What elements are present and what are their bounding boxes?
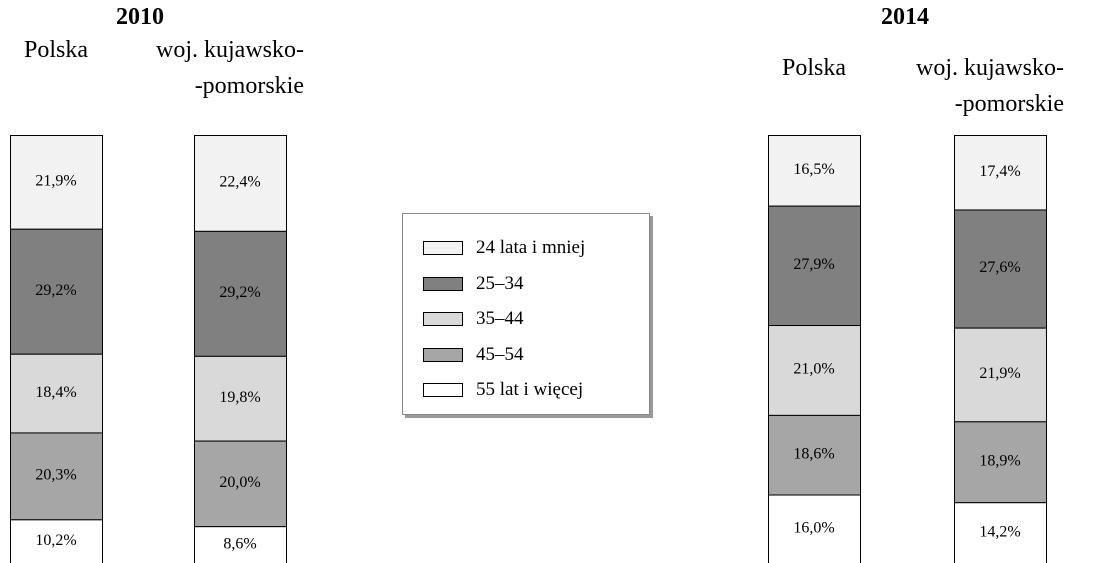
value-label: 29,2%: [35, 282, 76, 299]
bar-segment: [954, 502, 1047, 563]
bar-segment: [10, 432, 103, 521]
value-label: 16,5%: [793, 161, 834, 178]
value-label: 27,6%: [979, 259, 1020, 276]
value-label: 21,0%: [793, 361, 834, 378]
bar-segment: [768, 494, 861, 563]
category-label: Polska: [781, 55, 847, 81]
legend-label: 24 lata i mniej: [476, 237, 586, 258]
bar-segment: [194, 230, 287, 357]
value-label: 16,0%: [793, 519, 834, 536]
value-label: 18,9%: [979, 452, 1020, 469]
bar-segment: [768, 325, 861, 416]
bar-segment: [10, 353, 103, 434]
bar-segment: [194, 135, 287, 232]
value-label: 14,2%: [979, 523, 1020, 540]
value-label: 27,9%: [793, 256, 834, 273]
category-label: Polska: [23, 37, 89, 63]
legend-swatch: [423, 276, 463, 291]
legend-label: 35–44: [476, 308, 524, 329]
bar-segment: [10, 135, 103, 230]
value-label: 10,2%: [35, 532, 76, 549]
legend-label: 55 lat i więcej: [476, 379, 584, 400]
category-label: woj. kujawsko- -pomorskie: [156, 37, 304, 99]
value-label: 21,9%: [979, 365, 1020, 382]
value-label: 17,4%: [979, 163, 1020, 180]
value-label: 22,4%: [219, 174, 260, 191]
legend-label: 25–34: [476, 272, 524, 294]
value-label: 20,0%: [219, 474, 260, 491]
legend-swatch: [423, 241, 463, 255]
bar-segment: [954, 209, 1047, 329]
legend: 24 lata i mniej 25–34 35–44 45–54 55 lat i w…: [402, 213, 650, 415]
value-label: 19,8%: [219, 389, 260, 406]
value-label: 18,6%: [793, 445, 834, 462]
bar-segment: [10, 519, 103, 563]
legend-swatch: [423, 383, 463, 397]
group-title: 2010: [116, 4, 164, 30]
legend-label: 45–54: [476, 343, 524, 365]
bar-segment: [768, 135, 861, 207]
bar-segment: [194, 355, 287, 442]
bar-segment: [194, 526, 287, 563]
bar-segment: [954, 421, 1047, 504]
bar-segment: [194, 440, 287, 528]
bar-segment: [768, 205, 861, 327]
value-label: 21,9%: [35, 173, 76, 190]
value-label: 20,3%: [35, 467, 76, 484]
value-label: 29,2%: [219, 284, 260, 301]
legend-swatch: [423, 347, 463, 362]
bar-segment: [768, 414, 861, 496]
legend-swatch: [423, 312, 463, 326]
bar-segment: [954, 135, 1047, 211]
value-label: 8,6%: [223, 535, 256, 552]
bar-segment: [954, 327, 1047, 423]
category-label: woj. kujawsko- -pomorskie: [916, 55, 1064, 117]
value-label: 18,4%: [35, 384, 76, 401]
group-title: 2014: [881, 4, 929, 30]
